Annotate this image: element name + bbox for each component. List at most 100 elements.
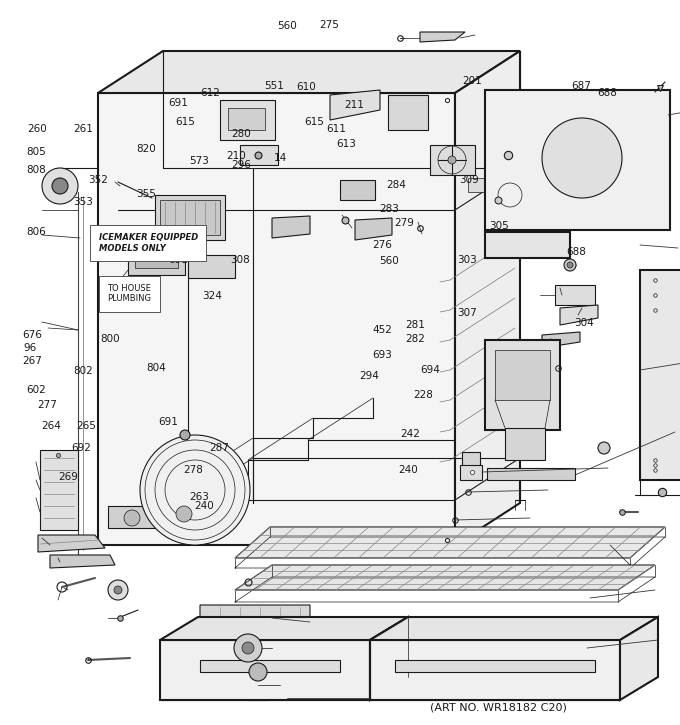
Text: 560: 560 (379, 256, 399, 266)
Polygon shape (128, 238, 185, 275)
Polygon shape (108, 506, 155, 528)
Polygon shape (370, 617, 658, 640)
Polygon shape (430, 145, 475, 175)
Circle shape (180, 430, 190, 440)
Text: 692: 692 (71, 443, 91, 453)
Polygon shape (228, 108, 265, 130)
Text: 201: 201 (462, 76, 482, 86)
Text: 308: 308 (230, 254, 250, 265)
Text: 615: 615 (305, 117, 324, 127)
Text: 284: 284 (386, 180, 406, 190)
Polygon shape (370, 617, 408, 700)
Polygon shape (340, 180, 375, 200)
Text: 96: 96 (24, 343, 37, 353)
Text: 820: 820 (136, 144, 156, 154)
Polygon shape (462, 452, 480, 478)
Text: 613: 613 (337, 138, 356, 149)
Text: 210: 210 (226, 151, 245, 161)
Text: 242: 242 (400, 428, 420, 439)
Text: 452: 452 (373, 325, 392, 335)
Text: 611: 611 (326, 124, 346, 134)
Circle shape (567, 262, 573, 268)
Text: 691: 691 (169, 98, 188, 108)
Polygon shape (40, 450, 78, 530)
Polygon shape (468, 178, 498, 192)
Circle shape (249, 663, 267, 681)
Text: 309: 309 (459, 175, 479, 185)
Circle shape (542, 118, 622, 198)
Polygon shape (188, 255, 235, 278)
Text: 269: 269 (58, 472, 78, 482)
Polygon shape (355, 218, 392, 240)
Text: 263: 263 (189, 492, 209, 502)
Circle shape (598, 442, 610, 454)
Polygon shape (135, 245, 178, 268)
Text: 800: 800 (101, 334, 120, 344)
Text: 610: 610 (296, 82, 316, 92)
Text: 307: 307 (457, 308, 477, 318)
Polygon shape (160, 617, 408, 640)
Polygon shape (200, 660, 340, 672)
Text: 352: 352 (88, 175, 108, 185)
Text: 281: 281 (405, 320, 425, 330)
Circle shape (564, 259, 576, 271)
Circle shape (242, 642, 254, 654)
Polygon shape (160, 640, 370, 700)
Text: 261: 261 (73, 124, 93, 134)
Polygon shape (395, 660, 595, 672)
Text: 808: 808 (26, 165, 46, 175)
Circle shape (52, 178, 68, 194)
Text: 324: 324 (203, 291, 222, 301)
Polygon shape (388, 95, 428, 130)
Text: 275: 275 (320, 20, 339, 30)
Polygon shape (155, 195, 225, 240)
Text: 693: 693 (373, 350, 392, 360)
Polygon shape (235, 565, 655, 590)
Text: 278: 278 (184, 465, 203, 475)
Circle shape (176, 506, 192, 522)
Polygon shape (158, 502, 210, 526)
Text: 264: 264 (41, 421, 61, 431)
Polygon shape (330, 90, 380, 120)
Polygon shape (272, 216, 310, 238)
Text: 353: 353 (73, 196, 93, 207)
Polygon shape (485, 90, 670, 230)
Polygon shape (220, 100, 275, 140)
Polygon shape (487, 468, 575, 480)
Text: 303: 303 (457, 254, 477, 265)
Text: 276: 276 (373, 240, 392, 250)
Polygon shape (235, 527, 665, 558)
Text: 691: 691 (169, 254, 188, 265)
Text: 267: 267 (22, 356, 41, 366)
Text: 560: 560 (277, 21, 297, 31)
Text: 228: 228 (413, 390, 433, 400)
Circle shape (234, 634, 262, 662)
Polygon shape (98, 51, 520, 93)
Text: 296: 296 (231, 160, 251, 170)
Text: 551: 551 (264, 80, 284, 91)
Circle shape (124, 510, 140, 526)
Polygon shape (240, 145, 278, 165)
Text: 287: 287 (209, 443, 229, 453)
Text: 602: 602 (26, 385, 46, 395)
Text: 612: 612 (201, 88, 220, 98)
Text: 805: 805 (26, 147, 46, 157)
Text: 804: 804 (146, 363, 166, 373)
Text: 265: 265 (76, 421, 96, 431)
Circle shape (108, 580, 128, 600)
Text: 688: 688 (597, 88, 617, 98)
Text: 676: 676 (22, 330, 41, 340)
Polygon shape (620, 617, 658, 700)
Text: 305: 305 (490, 221, 509, 231)
Polygon shape (555, 285, 595, 305)
Polygon shape (420, 32, 465, 42)
Polygon shape (505, 428, 545, 460)
Polygon shape (455, 51, 520, 545)
Text: 694: 694 (420, 365, 440, 375)
Text: 688: 688 (566, 247, 585, 257)
Text: 279: 279 (394, 218, 414, 228)
Polygon shape (640, 270, 680, 480)
Text: 304: 304 (575, 318, 594, 328)
Polygon shape (200, 605, 310, 632)
Text: 615: 615 (175, 117, 195, 127)
